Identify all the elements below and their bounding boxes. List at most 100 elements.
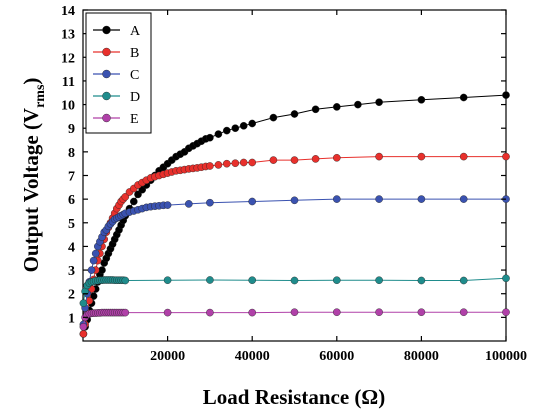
data-point: [206, 308, 214, 317]
legend-marker: [102, 47, 111, 57]
legend-marker: [102, 69, 111, 79]
y-axis-title-close: ): [19, 78, 43, 85]
data-point: [231, 124, 240, 132]
y-tick-label: 3: [68, 264, 75, 279]
legend-label: D: [130, 90, 140, 105]
data-point: [206, 133, 214, 142]
data-point: [214, 130, 223, 138]
data-point: [79, 322, 88, 331]
data-point: [163, 201, 172, 209]
data-point: [121, 276, 130, 285]
data-point: [248, 119, 256, 128]
data-point: [375, 98, 383, 106]
data-point: [290, 110, 299, 118]
series-line: [82, 198, 506, 325]
data-point: [290, 276, 299, 285]
y-tick-label: 5: [68, 217, 75, 232]
x-tick-label: 100000: [485, 349, 527, 364]
data-point: [206, 198, 214, 207]
data-point: [248, 158, 256, 167]
data-point: [502, 308, 510, 317]
legend-item: D: [93, 90, 140, 105]
data-point: [89, 256, 98, 265]
y-tick-label: 13: [61, 28, 75, 43]
data-point: [231, 159, 240, 167]
data-point: [239, 158, 248, 167]
data-point: [248, 308, 256, 317]
data-point: [332, 153, 341, 162]
legend-item: A: [93, 24, 141, 39]
data-point: [121, 192, 130, 201]
y-tick-label: 9: [68, 122, 75, 137]
y-tick-label: 1: [68, 311, 75, 326]
legend-label: B: [130, 46, 139, 61]
data-point: [502, 152, 510, 161]
data-point: [332, 103, 341, 111]
data-point: [248, 276, 256, 285]
x-tick-label: 60000: [319, 349, 354, 364]
data-point: [417, 195, 426, 203]
data-point: [459, 152, 468, 161]
data-point: [121, 308, 130, 317]
y-tick-label: 10: [61, 99, 75, 114]
legend-marker: [102, 25, 111, 35]
data-point: [332, 195, 341, 203]
y-axis-title-subscript: rms: [33, 84, 48, 108]
y-tick-label: 2: [68, 288, 75, 303]
data-point: [417, 308, 426, 317]
data-point: [417, 276, 426, 285]
series-b: [79, 152, 510, 338]
y-tick-label: 14: [61, 4, 75, 19]
x-tick-label: 80000: [404, 349, 439, 364]
x-tick-label: 40000: [235, 349, 270, 364]
data-point: [459, 93, 468, 102]
data-point: [459, 308, 468, 317]
data-point: [206, 162, 214, 170]
legend-label: E: [130, 112, 139, 127]
y-tick-label: 4: [68, 240, 75, 255]
series-layer: [79, 91, 510, 338]
data-point: [332, 308, 341, 317]
data-point: [354, 100, 362, 109]
data-point: [375, 195, 383, 203]
data-point: [184, 200, 193, 208]
data-point: [375, 152, 383, 161]
data-point: [332, 276, 341, 285]
data-point: [290, 196, 299, 205]
y-axis-title-main: Output Voltage (V: [19, 108, 43, 273]
legend-label: C: [130, 68, 139, 83]
data-point: [248, 197, 256, 206]
data-point: [163, 276, 172, 285]
data-point: [311, 105, 320, 114]
data-point: [502, 91, 510, 99]
legend-marker: [102, 113, 111, 123]
data-point: [206, 276, 214, 284]
data-point: [222, 126, 231, 135]
data-point: [214, 161, 223, 169]
data-point: [502, 274, 510, 283]
legend-item: C: [93, 68, 139, 83]
data-point: [163, 308, 172, 317]
data-point: [311, 155, 320, 163]
data-point: [375, 308, 383, 317]
legend-label: A: [130, 24, 141, 39]
data-point: [91, 249, 100, 258]
y-tick-label: 8: [68, 146, 75, 161]
data-point: [79, 299, 88, 308]
y-tick-label: 6: [68, 193, 75, 208]
data-point: [239, 122, 248, 130]
x-tick-label: 20000: [150, 349, 185, 364]
data-point: [459, 276, 468, 285]
legend-marker: [102, 91, 111, 101]
series-c: [79, 195, 510, 329]
x-axis-title: Load Resistance (Ω): [203, 385, 385, 409]
y-tick-label: 7: [68, 170, 75, 185]
y-tick-label: 12: [61, 51, 75, 66]
data-point: [269, 113, 278, 122]
data-point: [79, 330, 88, 338]
data-point: [222, 159, 231, 168]
